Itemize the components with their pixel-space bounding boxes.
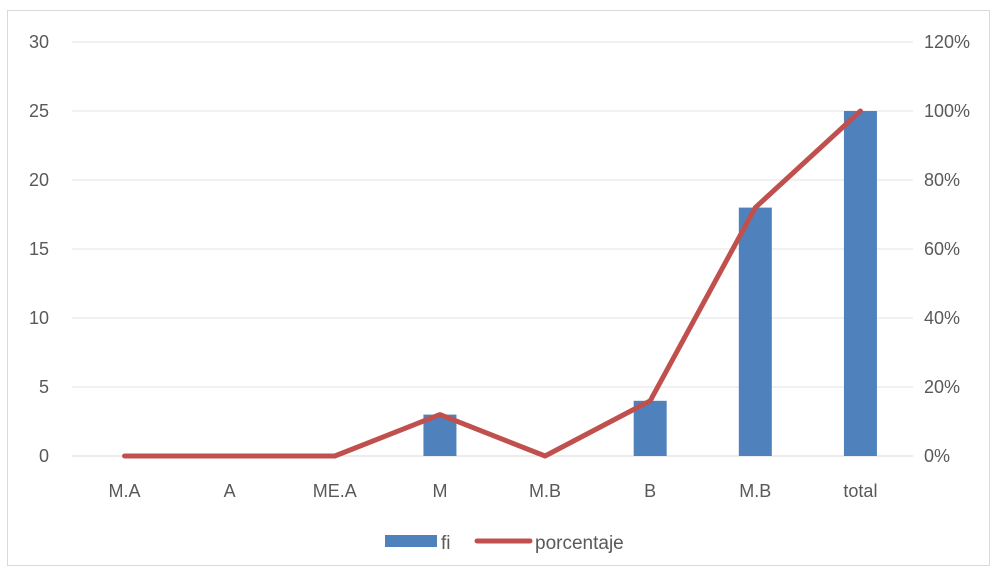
x-tick-label: M.A [109,481,141,501]
x-tick-label: M.B [739,481,771,501]
right-tick-label: 60% [924,239,960,259]
gridlines [72,41,913,457]
legend-label-fi: fi [441,533,451,554]
bar-fi [843,111,877,456]
legend-swatch-fi [385,535,437,547]
right-tick-label: 40% [924,308,960,328]
left-tick-label: 10 [29,308,49,328]
right-tick-label: 0% [924,446,950,466]
right-tick-label: 80% [924,170,960,190]
left-tick-label: 30 [29,32,49,52]
x-tick-label: A [224,481,236,501]
x-tick-label: total [843,481,877,501]
legend: fi porcentaje [385,533,624,554]
left-tick-label: 15 [29,239,49,259]
x-tick-label: M [432,481,447,501]
line-porcentaje [122,108,863,459]
x-axis-ticks: M.A A ME.A M M.B B M.B total [109,481,878,501]
left-tick-label: 0 [39,446,49,466]
bar-series-fi [423,111,877,456]
right-tick-label: 120% [924,32,970,52]
line-series-porcentaje [122,108,863,459]
right-axis-ticks: 0% 20% 40% 60% 80% 100% 120% [924,32,970,466]
left-axis-ticks: 0 5 10 15 20 25 30 [29,32,49,466]
left-tick-label: 20 [29,170,49,190]
right-tick-label: 100% [924,101,970,121]
right-tick-label: 20% [924,377,960,397]
left-tick-label: 25 [29,101,49,121]
bar-fi [738,207,772,456]
bar-fi [633,400,667,456]
legend-label-porcentaje: porcentaje [535,533,624,554]
x-tick-label: B [644,481,656,501]
left-tick-label: 5 [39,377,49,397]
x-tick-label: M.B [529,481,561,501]
x-tick-label: ME.A [313,481,357,501]
chart-frame [7,10,990,566]
